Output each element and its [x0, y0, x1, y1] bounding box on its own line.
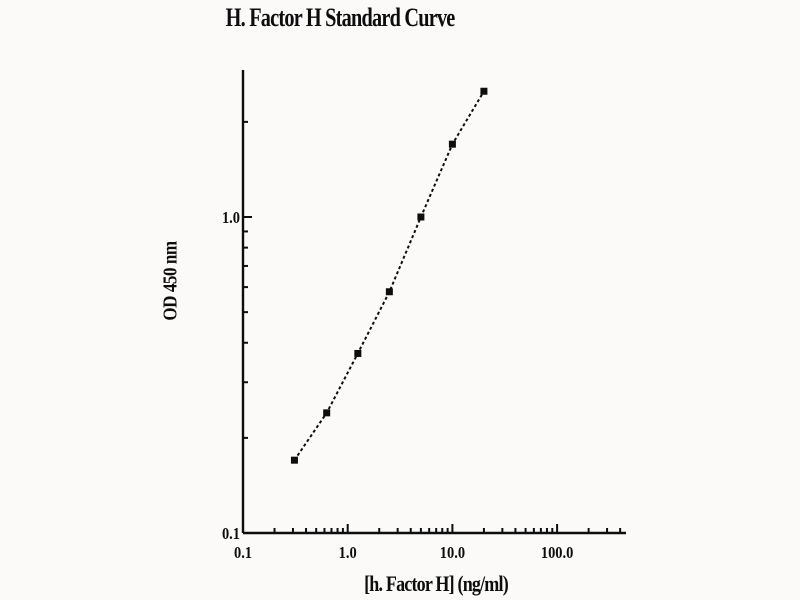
y-tick-label: 0.1 [222, 525, 240, 543]
x-axis-title: [h. Factor H] (ng/ml) [364, 571, 509, 596]
data-point-marker [354, 349, 362, 357]
x-tick-label: 0.1 [234, 544, 252, 562]
data-point-marker [323, 409, 331, 417]
x-tick-label: 10.0 [440, 544, 465, 562]
x-tick-label: 100.0 [541, 544, 574, 562]
data-point-marker [448, 140, 456, 148]
data-point-marker [480, 87, 488, 95]
x-tick-label: 1.0 [339, 544, 357, 562]
chart-title: H. Factor H Standard Curve [225, 3, 456, 32]
data-point-marker [290, 456, 298, 464]
data-point-marker [417, 213, 425, 221]
y-tick-label: 1.0 [222, 209, 240, 227]
data-point-marker [385, 288, 393, 296]
